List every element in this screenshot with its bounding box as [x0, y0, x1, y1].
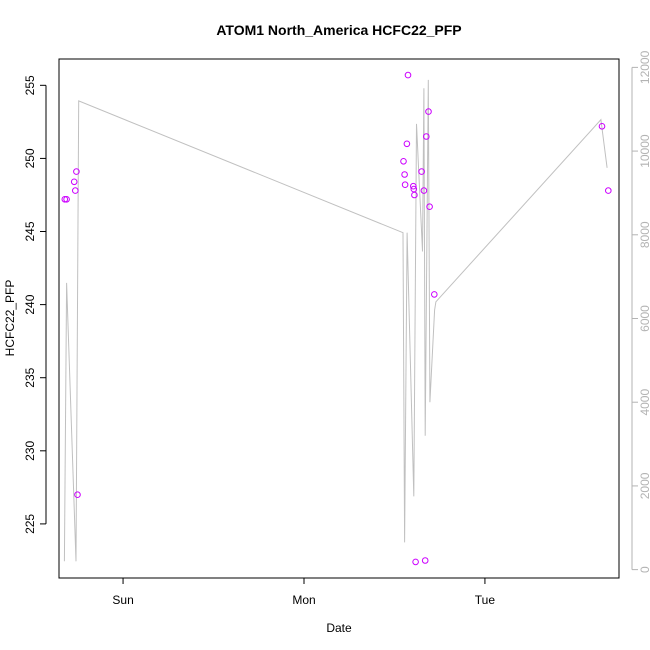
right-tick-label: 2000 — [638, 472, 650, 499]
data-point — [598, 123, 606, 130]
right-tick-label: 6000 — [638, 305, 650, 332]
left-tick-label: 245 — [23, 221, 37, 241]
data-point-layer — [61, 71, 612, 566]
plot-frame — [58, 58, 620, 579]
series-line-secondary — [63, 79, 608, 562]
left-tick-label: 255 — [23, 75, 37, 95]
data-point — [421, 557, 429, 564]
left-tick-label: 230 — [23, 440, 37, 460]
data-point — [425, 108, 432, 115]
right-tick-label: 0 — [638, 566, 650, 573]
data-point — [420, 187, 428, 194]
data-point — [61, 196, 69, 203]
data-point — [412, 558, 419, 566]
bottom-tick-label: Mon — [292, 593, 315, 607]
y-axis-title: HCFC22_PFP — [3, 280, 17, 357]
left-tick-label: 250 — [23, 148, 37, 168]
right-tick-label: 8000 — [638, 221, 650, 248]
right-tick-label: 4000 — [638, 389, 650, 416]
x-axis-title: Date — [326, 621, 352, 635]
data-point — [605, 187, 612, 194]
data-point — [70, 178, 78, 186]
left-tick-label: 235 — [23, 367, 37, 387]
right-axis: 0 2000 4000 6000 8000 10000 12000 — [631, 50, 650, 573]
data-point — [404, 71, 412, 79]
chart-title: ATOM1 North_America HCFC22_PFP — [216, 22, 461, 38]
right-tick-label: 10000 — [638, 134, 650, 168]
data-point — [418, 168, 425, 175]
bottom-tick-label: Sun — [112, 593, 133, 607]
data-point — [401, 181, 409, 188]
data-point — [63, 196, 70, 203]
secondary-line-layer — [63, 79, 608, 562]
data-point — [72, 187, 79, 194]
bottom-tick-label: Tue — [475, 593, 496, 607]
data-point — [423, 133, 430, 140]
data-point — [411, 191, 418, 199]
bottom-axis: Sun Mon Tue — [112, 577, 496, 607]
data-point — [400, 158, 407, 165]
data-point — [426, 203, 433, 210]
data-point — [73, 168, 80, 175]
left-axis: 225 230 235 240 245 250 255 — [23, 75, 47, 534]
data-point — [410, 182, 417, 190]
right-tick-label: 12000 — [638, 50, 650, 84]
data-point — [74, 491, 81, 499]
left-tick-label: 240 — [23, 294, 37, 314]
data-point — [431, 291, 438, 298]
data-point — [403, 140, 411, 148]
data-point — [401, 171, 408, 178]
left-tick-label: 225 — [23, 514, 37, 534]
